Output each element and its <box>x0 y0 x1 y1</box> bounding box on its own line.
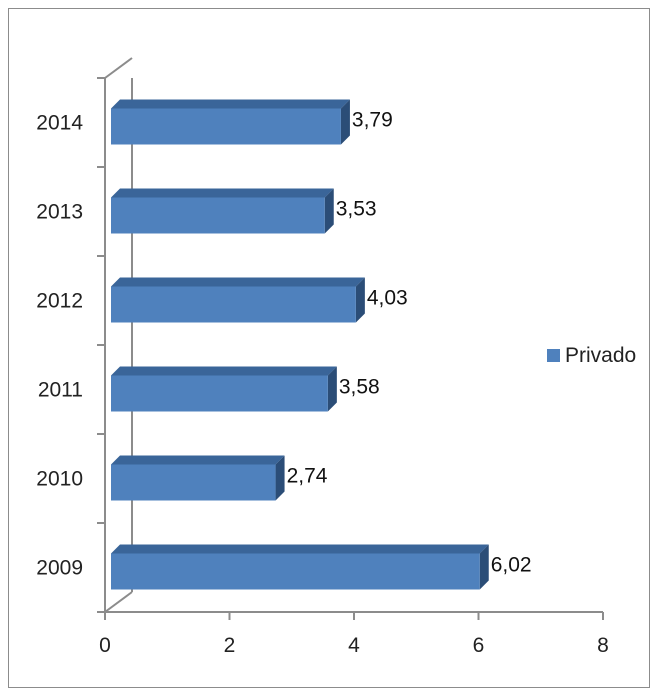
bar-side-face <box>479 544 489 590</box>
data-label: 4,03 <box>367 287 408 310</box>
bar <box>111 197 325 234</box>
y-tick-label: 2009 <box>36 557 83 580</box>
bar-top-face <box>111 366 337 376</box>
bar <box>111 286 356 323</box>
x-tick-label: 8 <box>597 634 609 657</box>
data-label: 3,79 <box>352 109 393 132</box>
y-tick-label: 2012 <box>36 290 83 313</box>
bar-top-face <box>111 99 350 109</box>
y-tick-label: 2013 <box>36 201 83 224</box>
data-label: 3,58 <box>339 376 380 399</box>
y-tick-label: 2011 <box>38 379 83 402</box>
data-label: 2,74 <box>287 465 328 488</box>
bar <box>111 553 480 590</box>
legend-label: Privado <box>565 344 636 367</box>
bar <box>111 464 276 501</box>
x-tick-label: 6 <box>473 634 485 657</box>
x-tick-label: 4 <box>348 634 360 657</box>
bar-side-face <box>355 277 365 323</box>
x-tick-label: 0 <box>99 634 111 657</box>
floor-edge <box>104 591 133 613</box>
legend-swatch <box>547 349 560 362</box>
bar-top-face <box>111 455 285 465</box>
bar-side-face <box>324 188 334 234</box>
x-tick-label: 2 <box>224 634 236 657</box>
bar <box>111 108 341 145</box>
y-tick-label: 2014 <box>36 112 83 135</box>
bar-top-face <box>111 277 365 287</box>
bar-top-face <box>111 544 489 554</box>
bar <box>111 375 328 412</box>
bar-side-face <box>275 455 285 501</box>
wall-top-edge <box>104 57 133 79</box>
bar-top-face <box>111 188 334 198</box>
bar-side-face <box>327 366 337 412</box>
y-tick-label: 2010 <box>36 468 83 491</box>
data-label: 6,02 <box>491 554 532 577</box>
bar-side-face <box>340 99 350 145</box>
data-label: 3,53 <box>336 198 377 221</box>
